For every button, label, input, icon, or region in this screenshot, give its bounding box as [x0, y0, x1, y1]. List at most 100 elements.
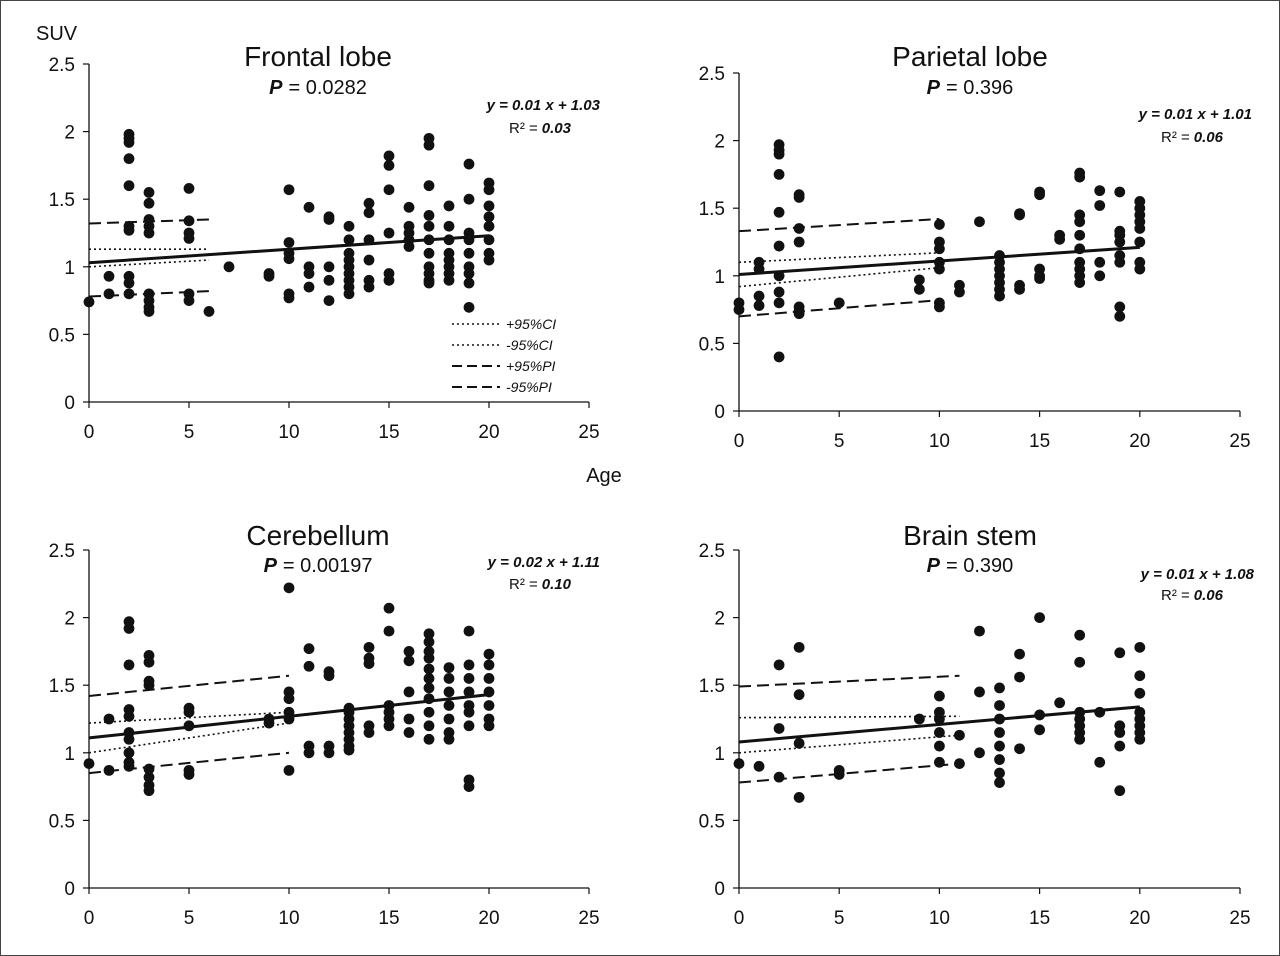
regression-line [88, 234, 490, 265]
r-squared-value: 0.10 [542, 576, 572, 593]
data-point [1114, 647, 1126, 659]
data-point [83, 296, 95, 308]
data-point [363, 727, 375, 738]
data-point [1114, 256, 1126, 268]
r-squared-text: R² = 0.03 [509, 120, 572, 137]
data-point [443, 274, 455, 286]
data-point [994, 727, 1005, 738]
data-point [303, 660, 315, 672]
data-point [423, 706, 435, 718]
data-point [283, 253, 295, 265]
data-point [463, 158, 475, 170]
regression-equation: y = 0.01 x + 1.01 [1138, 106, 1252, 123]
data-point [83, 758, 95, 770]
panel-parietal-lobe: 0 0.5 1 1.5 2 2.5 0 5 10 15 20 25 Parietal lobe P = 0.… [699, 41, 1252, 452]
data-point [283, 764, 295, 776]
data-point [1094, 270, 1106, 282]
data-point [793, 689, 805, 701]
data-point [753, 290, 765, 302]
data-point [733, 758, 745, 770]
data-point [403, 241, 415, 252]
data-point [363, 207, 375, 219]
chart-title: Parietal lobe [892, 41, 1048, 72]
p-label: P [927, 555, 941, 577]
data-point [1134, 236, 1146, 248]
data-point [483, 720, 495, 732]
data-point [463, 268, 475, 279]
data-point [934, 740, 945, 752]
y-tick-label: 1.5 [699, 676, 725, 697]
data-point [423, 636, 435, 648]
data-point [1114, 310, 1126, 322]
data-point [303, 281, 315, 293]
data-point [323, 214, 335, 225]
data-point [143, 306, 155, 317]
data-point [123, 659, 135, 671]
data-point [773, 148, 785, 160]
legend: +95%CI -95%CI +95%PI -95%PI [452, 316, 556, 395]
data-point [1074, 216, 1086, 228]
r-squared-label: R² = [509, 120, 538, 137]
data-point [283, 237, 295, 248]
data-point [143, 771, 155, 783]
y-tick-label: 1.5 [49, 676, 75, 697]
x-tick-label: 5 [184, 422, 195, 443]
p-value-text: P = 0.396 [927, 77, 1014, 99]
data-point [383, 602, 395, 614]
data-point [223, 261, 235, 273]
x-tick-label: 15 [1029, 908, 1050, 929]
data-point [443, 713, 455, 725]
data-point [1134, 641, 1146, 653]
data-point [954, 286, 965, 298]
data-point [934, 219, 945, 230]
data-point [934, 690, 945, 702]
data-point [423, 277, 435, 289]
data-point [793, 792, 805, 803]
data-point [103, 713, 115, 725]
data-point [443, 220, 455, 232]
data-point [263, 717, 275, 729]
data-point [463, 673, 475, 684]
x-tick-label: 10 [929, 908, 950, 929]
r-squared-value: 0.06 [1194, 587, 1224, 604]
data-point [773, 240, 785, 252]
data-point [103, 270, 115, 282]
y-tick-label: 2 [714, 132, 725, 153]
r-squared-value: 0.03 [542, 120, 572, 137]
chart-title: Cerebellum [246, 520, 389, 551]
data-point [913, 713, 925, 725]
data-point [934, 263, 945, 275]
data-point [183, 182, 195, 194]
data-point [443, 662, 455, 674]
data-point [423, 139, 435, 151]
data-point [1074, 171, 1086, 183]
data-point [383, 274, 395, 286]
x-tick-label: 5 [834, 908, 845, 929]
data-point [123, 733, 135, 745]
data-point [283, 292, 295, 304]
data-point [773, 297, 785, 309]
data-point [793, 737, 805, 749]
data-point [303, 747, 315, 759]
x-tick-label: 25 [578, 422, 599, 443]
data-point [283, 693, 295, 705]
data-point [1074, 277, 1086, 288]
p-label: P [269, 77, 283, 99]
data-point [123, 747, 135, 759]
regression-line [88, 693, 490, 740]
panel-cerebellum: 0 0.5 1 1.5 2 2.5 0 5 10 15 20 25 Cerebellum P = 0.001… [49, 520, 600, 929]
data-point [773, 169, 785, 180]
pi-upper-line [88, 674, 290, 698]
chart-title: Frontal lobe [244, 41, 392, 72]
data-point [403, 201, 415, 213]
x-tick-label: 10 [278, 422, 299, 443]
legend-label-ci-upper: +95%CI [506, 316, 556, 332]
data-point [1054, 233, 1066, 245]
data-point [143, 197, 155, 209]
y-tick-label: 1.5 [699, 199, 725, 220]
x-axis-label: Age [586, 465, 622, 487]
data-point [183, 769, 195, 780]
r-squared-text: R² = 0.06 [1161, 587, 1224, 604]
data-point [423, 733, 435, 745]
data-point [1014, 743, 1025, 755]
